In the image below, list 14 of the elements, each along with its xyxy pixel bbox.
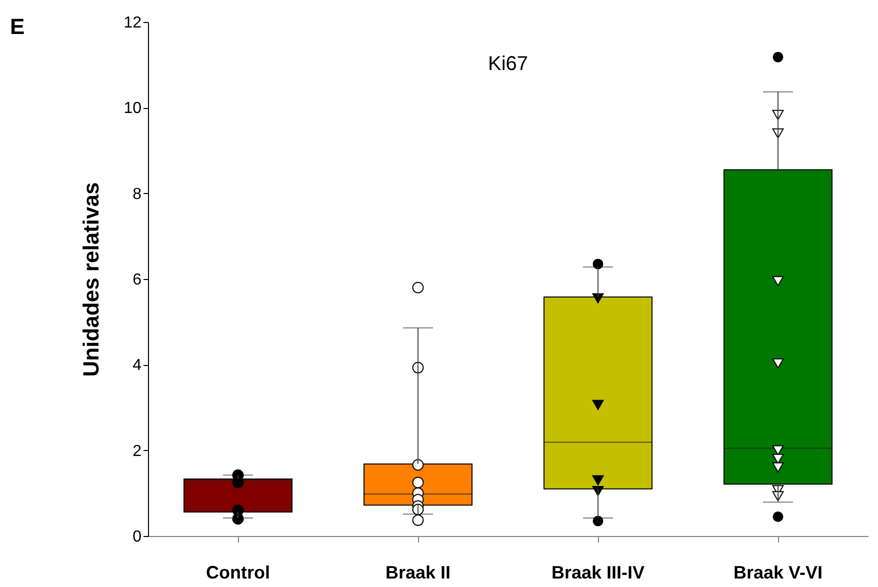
y-tick-label: 8 <box>132 186 142 203</box>
y-tick-label: 4 <box>132 357 142 374</box>
y-tick-label: 0 <box>132 528 142 546</box>
y-tick-label: 12 <box>124 14 142 32</box>
x-tick-label: Braak II <box>385 562 451 582</box>
text: E <box>10 14 25 40</box>
x-tick-label: Braak III-IV <box>551 562 645 582</box>
y-tick-label: 10 <box>124 100 142 118</box>
x-tick-label: Control <box>206 562 270 582</box>
y-tick-label: 2 <box>132 442 142 460</box>
x-tick-label: Braak V-VI <box>733 562 823 582</box>
y-axis-title: Unidades relativas <box>78 182 104 377</box>
y-tick-label: 6 <box>132 272 142 288</box>
text: Ki67 <box>488 53 528 75</box>
